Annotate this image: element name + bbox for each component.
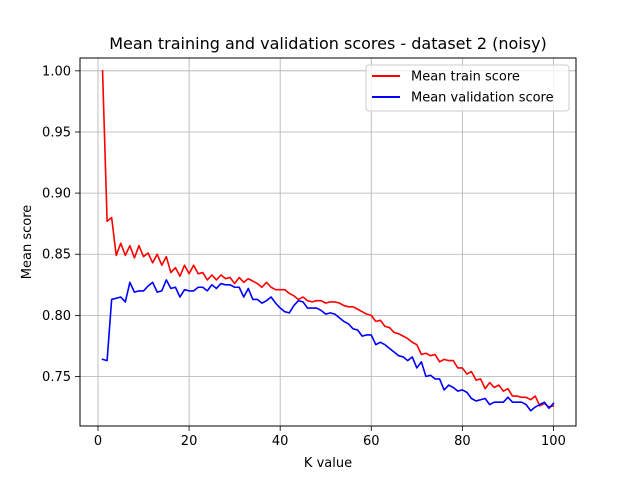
axis-ticks: 0 20 40 60 80 100 0.75 0.80 0.85 0.90 0.95 1.00 (42, 64, 566, 449)
series-line-train (101, 70, 555, 408)
legend: Mean train score Mean validation score (365, 64, 570, 112)
legend-label-validation: Mean validation score (411, 91, 554, 106)
x-tick-label: 80 (454, 434, 471, 449)
x-tick-label: 60 (363, 434, 380, 449)
grid (80, 58, 576, 426)
y-tick-label: 0.90 (42, 187, 71, 202)
chart-title: Mean training and validation scores - da… (109, 34, 547, 53)
x-axis-label: K value (304, 456, 352, 471)
y-tick-label: 1.00 (42, 64, 71, 79)
x-tick-label: 20 (181, 434, 198, 449)
y-tick-label: 0.80 (42, 309, 71, 324)
legend-label-train: Mean train score (411, 70, 520, 85)
legend-box (365, 64, 570, 112)
y-tick-label: 0.85 (42, 248, 71, 263)
y-axis-label: Mean score (20, 205, 35, 279)
x-tick-label: 100 (541, 434, 566, 449)
series-line-validation (101, 279, 555, 412)
plot-frame (79, 57, 577, 427)
y-tick-label: 0.75 (42, 370, 71, 385)
x-tick-label: 0 (94, 434, 102, 449)
x-tick-label: 40 (272, 434, 289, 449)
y-tick-label: 0.95 (42, 125, 71, 140)
data-series (101, 70, 555, 412)
